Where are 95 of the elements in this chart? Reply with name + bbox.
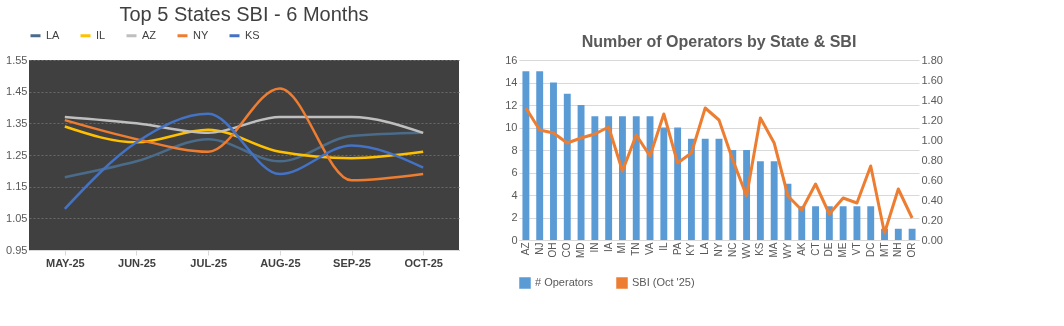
bar [770, 161, 778, 240]
chart-title: Number of Operators by State & SBI [581, 33, 857, 50]
legend-label: AZ [142, 28, 157, 41]
y-tick-label: 14 [505, 76, 518, 88]
x-tick-label: MT [878, 242, 890, 257]
bar [605, 116, 613, 240]
x-tick-label: ME [837, 242, 849, 258]
x-tick-label: JUL-25 [190, 256, 228, 269]
y-tick-label: 1.45 [6, 85, 28, 98]
x-tick-label: OCT-25 [404, 256, 443, 269]
x-tick-label: KY [685, 242, 697, 256]
x-tick-label: LA [699, 242, 711, 255]
y2-tick-label: 1.80 [921, 53, 943, 66]
y2-tick-label: 1.20 [921, 113, 943, 126]
bar [619, 116, 626, 240]
bar [563, 93, 571, 240]
y-tick-label: 8 [511, 143, 518, 156]
x-tick-label: CO [561, 242, 573, 258]
y-tick-label: 2 [511, 211, 518, 223]
x-tick-label: DC [864, 242, 876, 257]
x-tick-label: MD [575, 242, 587, 259]
bar [729, 150, 737, 240]
x-tick-label: AK [795, 242, 807, 256]
bar [687, 138, 695, 240]
legend-label: SBI (Oct '25) [632, 276, 695, 288]
y-tick-label: 16 [505, 53, 518, 66]
x-tick-label: AUG-25 [260, 256, 301, 269]
y-tick-label: 1.55 [6, 53, 28, 66]
bar [550, 82, 557, 240]
y-tick-label: 0 [511, 233, 518, 246]
x-tick-label: DE [823, 242, 835, 257]
bar [756, 161, 764, 240]
legend-label: LA [46, 28, 61, 41]
y2-tick-label: 1.60 [921, 73, 943, 86]
line-series [524, 106, 914, 235]
y2-tick-label: 0.00 [921, 233, 943, 246]
y2-tick-label: 0.20 [921, 213, 943, 226]
y2-tick-label: 1.00 [921, 133, 943, 146]
y-tick-label: 1.35 [6, 116, 28, 129]
y-tick-label: 1.25 [6, 148, 28, 161]
bar [674, 127, 682, 240]
bar [632, 116, 640, 240]
x-tick-label: NJ [533, 242, 545, 255]
bar [812, 206, 819, 240]
x-tick-label: SEP-25 [333, 256, 371, 269]
x-tick-label: JUN-25 [118, 256, 156, 269]
bar [536, 71, 544, 240]
x-tick-label: VA [644, 242, 656, 256]
legend-label: NY [193, 28, 209, 41]
y-tick-label: 1.05 [6, 211, 28, 224]
line-series [63, 87, 425, 182]
x-tick-label: CT [809, 242, 821, 256]
chart-title: Top 5 States SBI - 6 Months [119, 3, 369, 25]
bar [839, 206, 847, 240]
legend-label: # Operators [535, 276, 594, 288]
x-tick-label: NY [713, 242, 724, 257]
x-tick-label: AZ [519, 242, 531, 256]
x-tick-label: PA [671, 242, 683, 256]
x-tick-label: NH [892, 242, 904, 257]
legend-label: KS [245, 28, 260, 41]
x-tick-label: OH [547, 242, 559, 258]
x-tick-label: MI [616, 242, 628, 254]
legend-label: IL [96, 28, 106, 41]
bar [660, 127, 668, 240]
y-tick-label: 4 [511, 188, 518, 201]
bar [522, 71, 530, 240]
x-tick-label: IL [657, 242, 669, 251]
y2-tick-label: 1.40 [921, 93, 943, 106]
bar [908, 228, 916, 240]
bar [591, 116, 599, 240]
x-tick-label: VT [850, 242, 862, 256]
x-tick-label: KS [754, 242, 766, 256]
y-tick-label: 1.15 [6, 180, 28, 193]
x-tick-label: OR [906, 242, 918, 258]
x-tick-label: WV [740, 242, 752, 259]
x-tick-label: MAY-25 [45, 256, 85, 269]
y2-tick-label: 0.40 [921, 193, 943, 206]
y2-tick-label: 0.60 [921, 173, 943, 186]
x-tick-label: WY [781, 242, 793, 259]
bar [867, 206, 875, 240]
x-tick-label: NC [726, 242, 738, 257]
bar [701, 138, 709, 240]
y-tick-label: 10 [505, 121, 518, 133]
x-tick-label: IN [588, 242, 600, 253]
x-tick-label: IA [602, 242, 614, 252]
bar [577, 105, 585, 240]
y-tick-label: 12 [505, 98, 518, 111]
x-tick-label: MA [768, 242, 780, 258]
line-series [63, 112, 425, 211]
bar [853, 206, 861, 240]
y-tick-label: 6 [511, 166, 518, 178]
y-tick-label: 0.95 [6, 243, 28, 256]
y2-tick-label: 0.80 [921, 153, 943, 166]
x-tick-label: TN [630, 242, 642, 256]
bar [894, 228, 902, 240]
